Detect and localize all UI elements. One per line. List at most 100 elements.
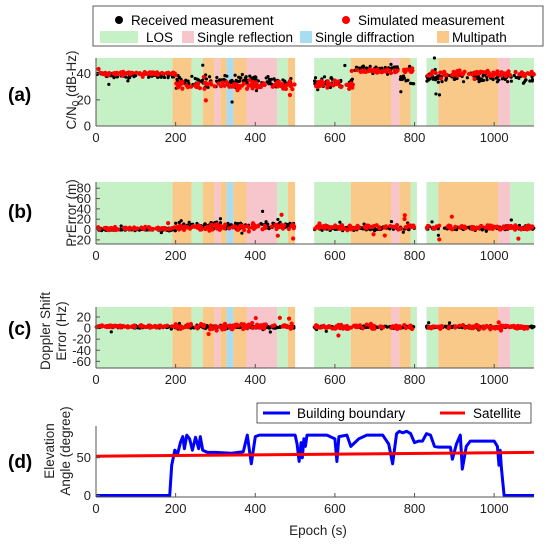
simulated-legend-marker bbox=[342, 16, 350, 24]
simulated-point bbox=[210, 326, 215, 331]
simulated-point bbox=[169, 324, 175, 329]
condition-band bbox=[391, 307, 400, 368]
simulated-point bbox=[390, 224, 396, 229]
simulated-point bbox=[509, 324, 514, 329]
simulated-point bbox=[230, 225, 235, 230]
simulated-point bbox=[96, 66, 101, 72]
simulated-point bbox=[453, 224, 458, 229]
simulated-point bbox=[487, 324, 492, 329]
simulated-point bbox=[236, 323, 241, 328]
y-tick-label: 40 bbox=[77, 201, 91, 216]
received-point bbox=[404, 79, 408, 83]
simulated-point bbox=[505, 323, 510, 329]
simulated-point bbox=[246, 83, 251, 88]
simulated-point bbox=[286, 316, 292, 321]
panel-a-ylabel: C/N0 (dB-Hz) bbox=[64, 50, 82, 129]
panel-d: 0 50 0 200 400 600 800 1000 bbox=[77, 426, 535, 516]
simulated-point bbox=[289, 324, 295, 330]
simulated-point bbox=[110, 226, 115, 231]
received-point bbox=[430, 220, 434, 224]
simulated-point bbox=[156, 225, 161, 230]
simulated-point bbox=[368, 224, 373, 230]
simulated-point bbox=[525, 326, 530, 331]
x-tick-label: 200 bbox=[165, 501, 187, 516]
simulated-point bbox=[180, 79, 185, 84]
simulated-point bbox=[196, 85, 201, 90]
condition-band bbox=[410, 307, 417, 368]
simulated-point bbox=[274, 226, 279, 232]
simulated-point bbox=[176, 227, 182, 232]
simulated-point bbox=[226, 83, 231, 88]
simulated-point bbox=[262, 223, 267, 228]
satellite-legend-label: Satellite bbox=[473, 406, 521, 421]
simulated-point bbox=[517, 72, 522, 77]
simulated-point bbox=[449, 214, 454, 219]
received-point bbox=[265, 325, 270, 330]
received-point bbox=[264, 76, 268, 80]
received-point bbox=[201, 63, 205, 67]
simulated-point bbox=[319, 79, 324, 84]
y-tick-label: 40 bbox=[77, 66, 91, 81]
simulated-point bbox=[522, 226, 528, 232]
received-point bbox=[250, 76, 254, 80]
x-tick-label: 800 bbox=[404, 248, 426, 263]
simulated-point bbox=[250, 221, 256, 226]
condition-band bbox=[287, 182, 296, 244]
simulated-point bbox=[426, 223, 431, 229]
simulated-point bbox=[244, 224, 250, 229]
condition-band bbox=[314, 182, 351, 244]
condition-band bbox=[191, 307, 203, 368]
simulated-point bbox=[383, 224, 388, 229]
simulated-point bbox=[255, 322, 260, 327]
x-tick-label: 400 bbox=[244, 372, 266, 387]
condition-band bbox=[202, 307, 215, 368]
condition-band bbox=[350, 307, 392, 368]
simulated-point bbox=[438, 70, 443, 75]
received-point bbox=[128, 75, 132, 80]
simulated-point bbox=[331, 83, 336, 88]
simulated-point bbox=[198, 321, 204, 327]
y-tick-label: 80 bbox=[77, 181, 91, 196]
multipath-legend-swatch bbox=[437, 31, 449, 43]
received-point bbox=[385, 325, 389, 329]
simulated-point bbox=[437, 237, 442, 242]
simulated-point bbox=[361, 69, 366, 74]
received-point bbox=[461, 80, 466, 84]
simulated-point bbox=[467, 71, 472, 77]
simulated-point bbox=[218, 84, 224, 89]
simulated-point bbox=[498, 73, 503, 78]
simulated-point bbox=[196, 223, 201, 228]
received-point bbox=[195, 77, 199, 81]
y-tick-label: 0 bbox=[84, 119, 91, 134]
simulated-point bbox=[429, 72, 434, 77]
simulated-point bbox=[347, 86, 352, 92]
simulated-point bbox=[433, 70, 438, 76]
simulated-point bbox=[189, 84, 194, 89]
simulated-point bbox=[450, 72, 455, 78]
condition-band bbox=[438, 307, 499, 368]
simulated-point bbox=[159, 226, 164, 232]
simulated-point bbox=[236, 227, 241, 232]
received-point bbox=[240, 231, 244, 235]
simulated-point bbox=[235, 88, 240, 93]
received-point bbox=[447, 321, 452, 325]
y-tick-label: 20 bbox=[77, 212, 91, 227]
simulated-point bbox=[209, 82, 214, 87]
simulated-point bbox=[472, 226, 477, 231]
simulated-point bbox=[518, 226, 523, 231]
simulated-legend-label: Simulated measurement bbox=[358, 13, 505, 28]
received-point bbox=[503, 77, 507, 82]
condition-band bbox=[498, 307, 511, 368]
condition-band bbox=[202, 182, 215, 244]
simulated-point bbox=[448, 226, 453, 231]
received-point bbox=[109, 330, 113, 334]
simulated-point bbox=[242, 227, 247, 233]
simulated-point bbox=[369, 325, 374, 330]
condition-band bbox=[277, 58, 288, 126]
simulated-point bbox=[325, 79, 330, 84]
condition-band bbox=[214, 182, 221, 244]
received-point bbox=[190, 74, 194, 78]
x-tick-label: 600 bbox=[324, 372, 346, 387]
simulated-point bbox=[244, 86, 250, 91]
